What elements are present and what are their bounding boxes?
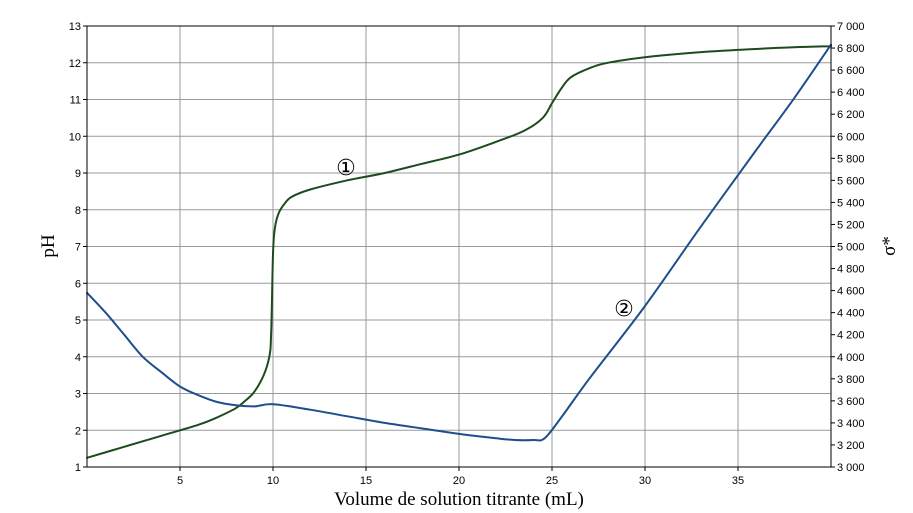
y2-tick-label: 7 000: [837, 21, 865, 33]
grid-lines: [87, 25, 831, 468]
series-line-1: [86, 45, 832, 459]
y-tick-label: 2: [75, 425, 81, 437]
x-axis-ticks: 5 10 15 20 25 30 35: [177, 467, 744, 487]
y2-tick-label: 5 000: [837, 242, 865, 254]
curve-2-label: ②: [614, 297, 634, 322]
y2-tick-label: 4 000: [837, 352, 865, 364]
y2-tick-label: 3 800: [837, 374, 865, 386]
y-tick-label: 3: [75, 389, 81, 401]
y2-tick-label: 5 400: [837, 197, 865, 209]
y2-tick-label: 3 200: [837, 440, 865, 452]
y-tick-label: 4: [75, 352, 81, 364]
y2-tick-label: 6 600: [837, 65, 865, 77]
series-layer: [86, 43, 832, 459]
y2-tick-label: 4 200: [837, 330, 865, 342]
x-tick-label: 5: [177, 475, 183, 487]
y-tick-label: 12: [69, 58, 81, 70]
y-tick-label: 10: [69, 131, 81, 143]
y2-tick-label: 3 000: [837, 462, 865, 474]
y2-tick-label: 5 600: [837, 175, 865, 187]
y2-tick-label: 3 400: [837, 418, 865, 430]
y2-tick-label: 4 800: [837, 264, 865, 276]
y-tick-label: 9: [75, 168, 81, 180]
y2-tick-label: 5 200: [837, 219, 865, 231]
y-tick-label: 1: [75, 462, 81, 474]
y2-tick-label: 6 200: [837, 109, 865, 121]
y2-tick-label: 4 400: [837, 308, 865, 320]
y2-tick-label: 3 600: [837, 396, 865, 408]
y2-tick-label: 6 800: [837, 43, 865, 55]
right-axis-ticks: 3 000 3 200 3 400 3 600 3 800 4 000 4 200 4 400…: [831, 21, 865, 474]
x-tick-label: 10: [267, 475, 279, 487]
y-tick-label: 8: [75, 205, 81, 217]
y-tick-label: 11: [70, 95, 81, 107]
y-tick-label: 5: [75, 315, 81, 327]
x-tick-label: 35: [732, 475, 744, 487]
y-tick-label: 6: [75, 278, 81, 290]
series-line-2: [86, 43, 832, 442]
y2-axis-title: σ*: [879, 236, 900, 256]
x-tick-label: 20: [453, 475, 465, 487]
curve-1-label: ①: [336, 156, 356, 181]
y2-tick-label: 6 000: [837, 131, 865, 143]
y2-tick-label: 4 600: [837, 286, 865, 298]
x-axis-title: Volume de solution titrante (mL): [334, 489, 584, 510]
y-tick-label: 7: [75, 242, 81, 254]
y-tick-label: 13: [69, 21, 81, 33]
x-tick-label: 30: [639, 475, 651, 487]
x-tick-label: 25: [546, 475, 558, 487]
y-axis-title: pH: [38, 234, 59, 258]
x-tick-label: 15: [360, 475, 372, 487]
y2-tick-label: 5 800: [837, 153, 865, 165]
y2-tick-label: 6 400: [837, 87, 865, 99]
